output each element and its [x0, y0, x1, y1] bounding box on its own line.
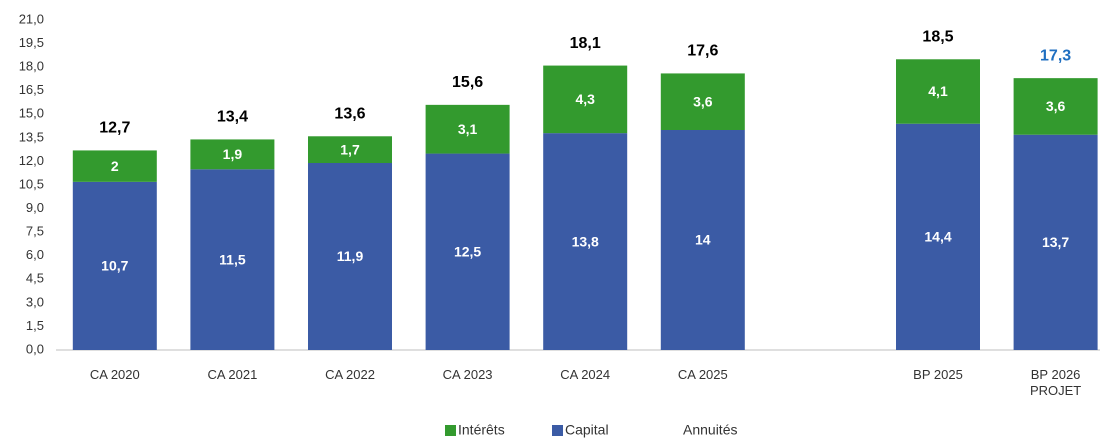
value-label: 4,1 [928, 83, 948, 99]
value-label: 10,7 [101, 258, 128, 274]
y-tick-label: 7,5 [26, 224, 44, 239]
bar-segment [1013, 78, 1098, 135]
y-tick-label: 21,0 [19, 11, 44, 26]
x-tick-label: CA 2024 [560, 367, 611, 382]
value-label: 13,8 [572, 233, 599, 249]
y-tick-label: 1,5 [26, 318, 44, 333]
bar-segment [1013, 134, 1098, 350]
bar-segment [543, 65, 628, 134]
value-label: 13,7 [1042, 234, 1069, 250]
y-tick-label: 3,0 [26, 294, 44, 309]
value-label: 12,5 [454, 243, 481, 259]
bar-segment [896, 59, 980, 124]
y-tick-label: 9,0 [26, 200, 44, 215]
total-label: 17,3 [1040, 47, 1071, 64]
value-label: 1,7 [340, 141, 360, 157]
bar-segment [190, 169, 275, 350]
total-label: 15,6 [452, 74, 483, 91]
value-label: 4,3 [575, 91, 595, 107]
bar-segment [425, 104, 510, 154]
y-tick-label: 19,5 [19, 35, 44, 50]
total-label: 13,6 [334, 106, 365, 123]
value-label: 2 [111, 158, 119, 174]
legend-label: Capital [565, 422, 609, 438]
bar-segment [190, 139, 275, 170]
x-tick-label: BP 2025 [913, 367, 963, 382]
x-tick-label: CA 2023 [442, 367, 493, 382]
legend-swatch [445, 425, 456, 436]
bar-segment [308, 163, 392, 350]
value-label: 3,6 [1046, 98, 1066, 114]
value-label: 3,1 [458, 121, 478, 137]
bar-segment [72, 150, 157, 182]
x-tick-label: CA 2021 [207, 367, 258, 382]
y-tick-label: 18,0 [19, 59, 44, 74]
total-label: 17,6 [687, 43, 718, 60]
total-label: 13,4 [217, 109, 248, 126]
y-tick-label: 13,5 [19, 129, 44, 144]
y-tick-label: 0,0 [26, 341, 44, 356]
legend-label: Intérêts [458, 422, 505, 438]
bar-segment [660, 130, 745, 350]
bar-segment [896, 123, 980, 350]
bar-segment [308, 136, 392, 163]
value-label: 14,4 [924, 229, 951, 245]
value-label: 3,6 [693, 93, 713, 109]
x-tick-label: CA 2020 [89, 367, 140, 382]
value-label: 14 [695, 232, 711, 248]
legend-swatch [552, 425, 563, 436]
x-tick-label: BP 2026 PROJET [1029, 367, 1082, 398]
value-label: 1,9 [223, 146, 243, 162]
bar-segment [72, 181, 157, 350]
value-label: 11,9 [337, 248, 364, 264]
bar-segment [425, 153, 510, 350]
y-tick-label: 15,0 [19, 106, 44, 121]
total-label: 12,7 [99, 120, 130, 137]
total-label: 18,1 [570, 35, 601, 52]
value-label: 11,5 [219, 251, 246, 267]
y-tick-label: 12,0 [19, 153, 44, 168]
legend-label: Annuités [683, 422, 737, 438]
y-tick-label: 4,5 [26, 271, 44, 286]
y-tick-label: 16,5 [19, 82, 44, 97]
total-label: 18,5 [922, 29, 953, 46]
bar-segment [543, 133, 628, 350]
x-tick-label: CA 2022 [325, 367, 375, 382]
bar-segment [660, 73, 745, 130]
y-tick-label: 6,0 [26, 247, 44, 262]
y-tick-label: 10,5 [19, 176, 44, 191]
x-tick-label: CA 2025 [677, 367, 728, 382]
